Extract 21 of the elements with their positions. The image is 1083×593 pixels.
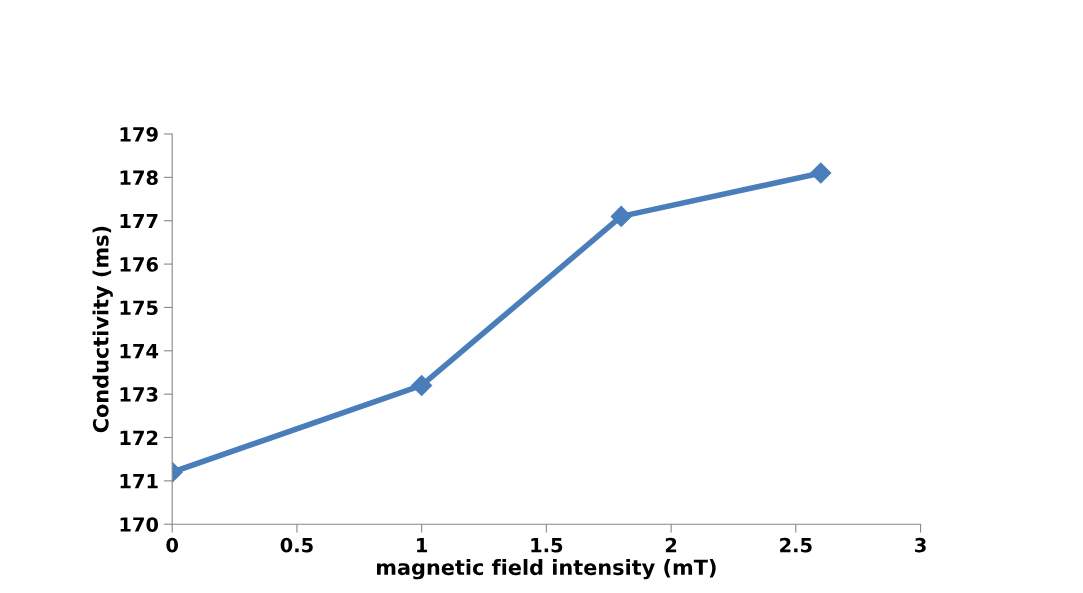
y-tick-label: 177 [120,213,158,229]
x-tick-label: 2 [665,537,677,553]
y-tick-label: 173 [120,387,158,402]
x-tick-label: 3 [915,537,926,553]
y-axis-title: Conductivity (ms) [92,226,113,433]
point [610,205,632,227]
y-tick-label: 178 [120,170,158,186]
x-tick-label: 2.5 [780,537,812,553]
x-tick-label: 1 [417,538,428,553]
x-axis-title: magnetic field intensity (mT) [377,559,716,580]
x-tick-label: 0 [166,537,179,553]
y-tick-label: 174 [120,344,159,359]
y-tick-label: 179 [120,126,158,142]
y-tick-label: 170 [120,517,159,532]
y-tick-label: 176 [120,257,158,272]
point [411,374,433,396]
y-tick-label: 172 [120,430,158,445]
y-tick-label: 175 [120,300,158,316]
y-tick-label: 171 [120,474,158,489]
x-tick-label: 0.5 [280,537,313,553]
x-tick-label: 1.5 [531,538,563,553]
